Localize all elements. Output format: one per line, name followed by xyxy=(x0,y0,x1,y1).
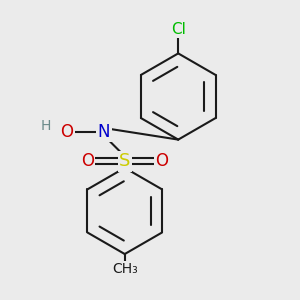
Text: N: N xyxy=(98,123,110,141)
Text: Cl: Cl xyxy=(171,22,186,37)
Text: H: H xyxy=(40,119,51,133)
Text: O: O xyxy=(60,123,73,141)
Text: CH₃: CH₃ xyxy=(112,262,138,276)
Text: O: O xyxy=(81,152,94,170)
Text: O: O xyxy=(155,152,168,170)
Text: S: S xyxy=(119,152,130,170)
